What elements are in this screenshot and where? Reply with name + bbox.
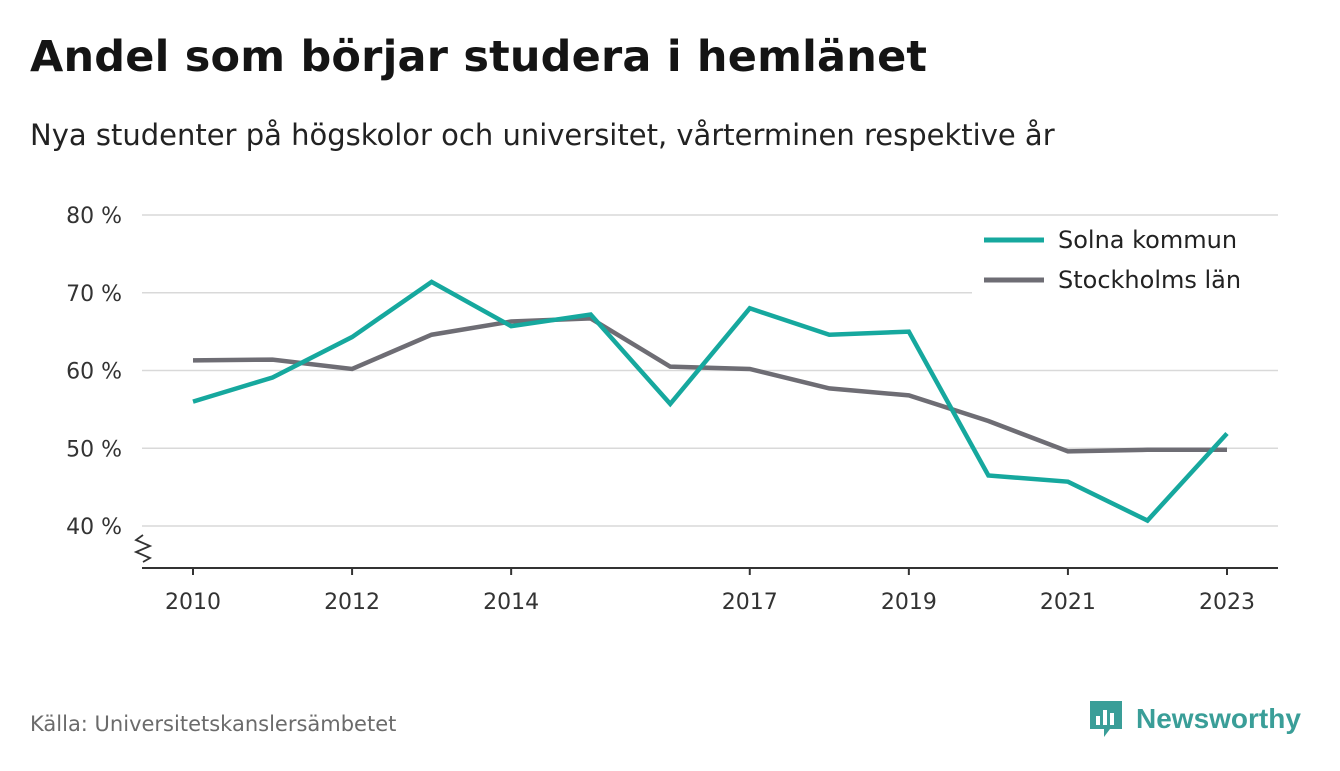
y-tick-label: 40 %	[66, 515, 122, 540]
x-tick-label: 2019	[881, 590, 937, 615]
axes	[133, 534, 1278, 569]
source-note: Källa: Universitetskanslersämbetet	[30, 712, 397, 736]
y-tick-label: 70 %	[66, 282, 122, 307]
x-tick-label: 2010	[165, 590, 221, 615]
x-tick-label: 2017	[722, 590, 778, 615]
x-tick-label: 2021	[1040, 590, 1096, 615]
newsworthy-logo-icon	[1090, 701, 1122, 737]
chart-subtitle: Nya studenter på högskolor och universit…	[30, 118, 1055, 152]
x-ticks: 2010 2012 2014 2017 2019 2021 2023	[165, 568, 1255, 615]
series-line-solna	[192, 279, 1229, 524]
y-tick-label: 60 %	[66, 360, 122, 385]
x-tick-label: 2014	[483, 590, 539, 615]
zigzag-axis-break-icon	[133, 534, 153, 563]
brand-name: Newsworthy	[1136, 703, 1301, 734]
y-tick-label: 80 %	[66, 204, 122, 229]
legend-label-stockholm: Stockholms län	[1058, 266, 1241, 294]
brand[interactable]: Newsworthy	[1088, 697, 1301, 741]
series-lines	[192, 279, 1229, 524]
series-line-stockholm	[192, 316, 1227, 454]
line-chart: 40 %50 %60 %70 %80 % 2010 2012 2014 2017 201…	[66, 204, 1278, 615]
y-tick-labels: 40 % 50 % 60 % 70 % 80 %	[66, 204, 122, 540]
x-tick-label: 2012	[324, 590, 380, 615]
legend-background	[972, 218, 1278, 296]
x-tick-label: 2023	[1199, 590, 1255, 615]
legend: Solna kommun Stockholms län	[972, 218, 1278, 296]
legend-label-solna: Solna kommun	[1058, 226, 1237, 254]
chart-title: Andel som börjar studera i hemlänet	[30, 32, 928, 82]
y-tick-label: 50 %	[66, 437, 122, 462]
